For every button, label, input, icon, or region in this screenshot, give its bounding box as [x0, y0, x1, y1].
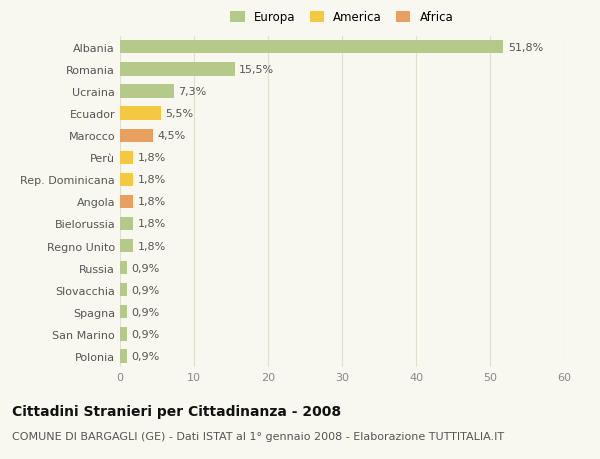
Text: 0,9%: 0,9% — [131, 329, 160, 339]
Bar — [120, 328, 127, 341]
Bar — [120, 41, 503, 54]
Legend: Europa, America, Africa: Europa, America, Africa — [230, 11, 454, 24]
Text: 1,8%: 1,8% — [138, 197, 166, 207]
Text: 1,8%: 1,8% — [138, 219, 166, 229]
Bar — [120, 63, 235, 76]
Bar — [120, 107, 161, 120]
Bar — [120, 151, 133, 164]
Text: Cittadini Stranieri per Cittadinanza - 2008: Cittadini Stranieri per Cittadinanza - 2… — [12, 404, 341, 418]
Text: 0,9%: 0,9% — [131, 285, 160, 295]
Text: 15,5%: 15,5% — [239, 65, 274, 75]
Bar — [120, 218, 133, 230]
Bar — [120, 85, 174, 98]
Bar — [120, 262, 127, 274]
Text: 1,8%: 1,8% — [138, 241, 166, 251]
Text: 7,3%: 7,3% — [178, 87, 207, 97]
Bar — [120, 129, 154, 142]
Bar — [120, 306, 127, 319]
Text: 51,8%: 51,8% — [508, 43, 543, 53]
Bar — [120, 196, 133, 208]
Text: 0,9%: 0,9% — [131, 263, 160, 273]
Text: 4,5%: 4,5% — [158, 131, 186, 141]
Text: 1,8%: 1,8% — [138, 153, 166, 163]
Text: 5,5%: 5,5% — [165, 109, 193, 119]
Text: COMUNE DI BARGAGLI (GE) - Dati ISTAT al 1° gennaio 2008 - Elaborazione TUTTITALI: COMUNE DI BARGAGLI (GE) - Dati ISTAT al … — [12, 431, 504, 442]
Bar — [120, 284, 127, 297]
Bar — [120, 350, 127, 363]
Text: 0,9%: 0,9% — [131, 307, 160, 317]
Text: 1,8%: 1,8% — [138, 175, 166, 185]
Text: 0,9%: 0,9% — [131, 351, 160, 361]
Bar — [120, 240, 133, 252]
Bar — [120, 174, 133, 186]
